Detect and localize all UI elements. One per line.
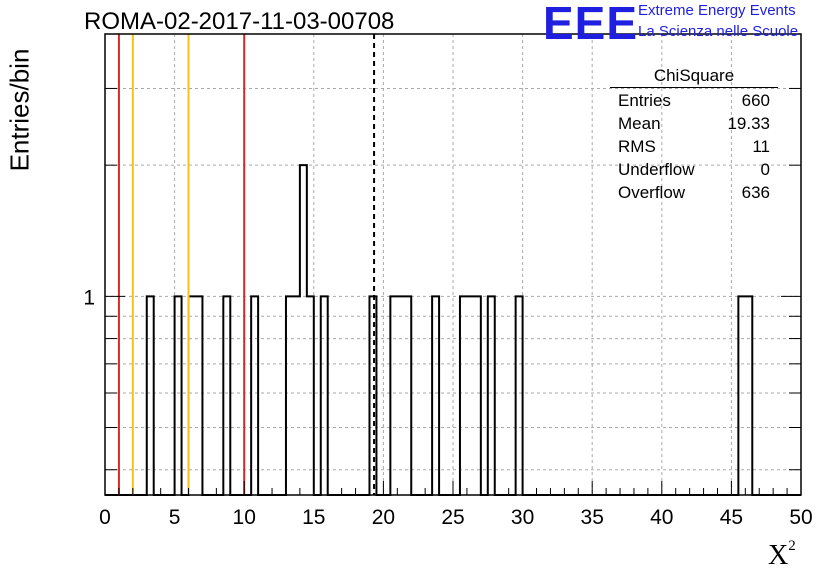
x-tick-label: 45 xyxy=(720,506,743,529)
stats-value: 19.33 xyxy=(727,114,770,133)
histogram-bin xyxy=(175,296,182,495)
x-tick-label: 25 xyxy=(441,506,464,529)
y-axis-label: Entries/bin xyxy=(4,48,35,172)
stats-label: Underflow xyxy=(618,160,695,179)
stats-label: Overflow xyxy=(618,183,686,202)
x-tick-label: 0 xyxy=(99,506,111,529)
stats-row-overflow: Overflow 636 xyxy=(610,181,778,204)
histogram-bin xyxy=(390,296,397,495)
histogram-bin xyxy=(516,296,523,495)
x-tick-label: 20 xyxy=(372,506,395,529)
histogram-bin xyxy=(147,296,154,495)
x-axis-label-base: X xyxy=(768,540,789,571)
x-tick-label: 10 xyxy=(233,506,256,529)
stats-label: Mean xyxy=(618,114,661,133)
x-axis-label-sup: 2 xyxy=(788,538,796,554)
stats-row-mean: Mean 19.33 xyxy=(610,112,778,135)
stats-value: 660 xyxy=(741,91,770,110)
histogram-bin xyxy=(460,296,467,495)
x-tick-label: 40 xyxy=(650,506,673,529)
x-axis-label: X2 xyxy=(768,538,796,572)
histogram-bin xyxy=(397,296,404,495)
y-tick-label: 1 xyxy=(83,286,95,309)
eee-logo: EEE xyxy=(543,0,639,49)
histogram-bin xyxy=(293,296,300,495)
histogram-bin xyxy=(251,296,258,495)
histogram-bin xyxy=(307,296,314,495)
stats-row-underflow: Underflow 0 xyxy=(610,158,778,181)
histogram-bin xyxy=(195,296,202,495)
grid-layer xyxy=(105,34,801,495)
histogram-bin xyxy=(300,165,307,495)
reference-lines-layer xyxy=(117,34,376,495)
stats-box: ChiSquare Entries 660 Mean 19.33 RMS 11 Und… xyxy=(610,66,778,204)
histogram-bin xyxy=(745,296,752,495)
stats-title: ChiSquare xyxy=(610,66,778,88)
stats-label: Entries xyxy=(618,91,671,110)
x-tick-label: 50 xyxy=(789,506,812,529)
histogram-bin xyxy=(321,296,328,495)
stats-value: 11 xyxy=(752,137,770,156)
histogram-bin xyxy=(223,296,230,495)
histogram-bin xyxy=(738,296,745,495)
stats-value: 0 xyxy=(760,160,770,179)
histogram-bin xyxy=(488,296,495,495)
histogram-bin xyxy=(286,296,293,495)
x-tick-label: 35 xyxy=(581,506,604,529)
logo-line-1: Extreme Energy Events xyxy=(638,2,796,19)
histogram-bin xyxy=(432,296,439,495)
histogram-bin xyxy=(369,296,376,495)
x-tick-label: 5 xyxy=(169,506,181,529)
x-tick-label: 30 xyxy=(511,506,534,529)
stats-label: RMS xyxy=(618,137,656,156)
stats-value: 636 xyxy=(741,183,770,202)
histogram-bin xyxy=(404,296,411,495)
chart-title: ROMA-02-2017-11-03-00708 xyxy=(84,8,395,35)
stats-row-entries: Entries 660 xyxy=(610,89,778,112)
histogram-bin xyxy=(474,296,481,495)
x-tick-label: 15 xyxy=(302,506,325,529)
histogram-bin xyxy=(189,296,196,495)
stats-row-rms: RMS 11 xyxy=(610,135,778,158)
tick-layer: 0 5 10 15 20 25 30 35 40 45 50 1 xyxy=(83,33,813,529)
histogram-bin xyxy=(467,296,474,495)
logo-line-2: La Scienza nelle Scuole xyxy=(638,23,799,40)
